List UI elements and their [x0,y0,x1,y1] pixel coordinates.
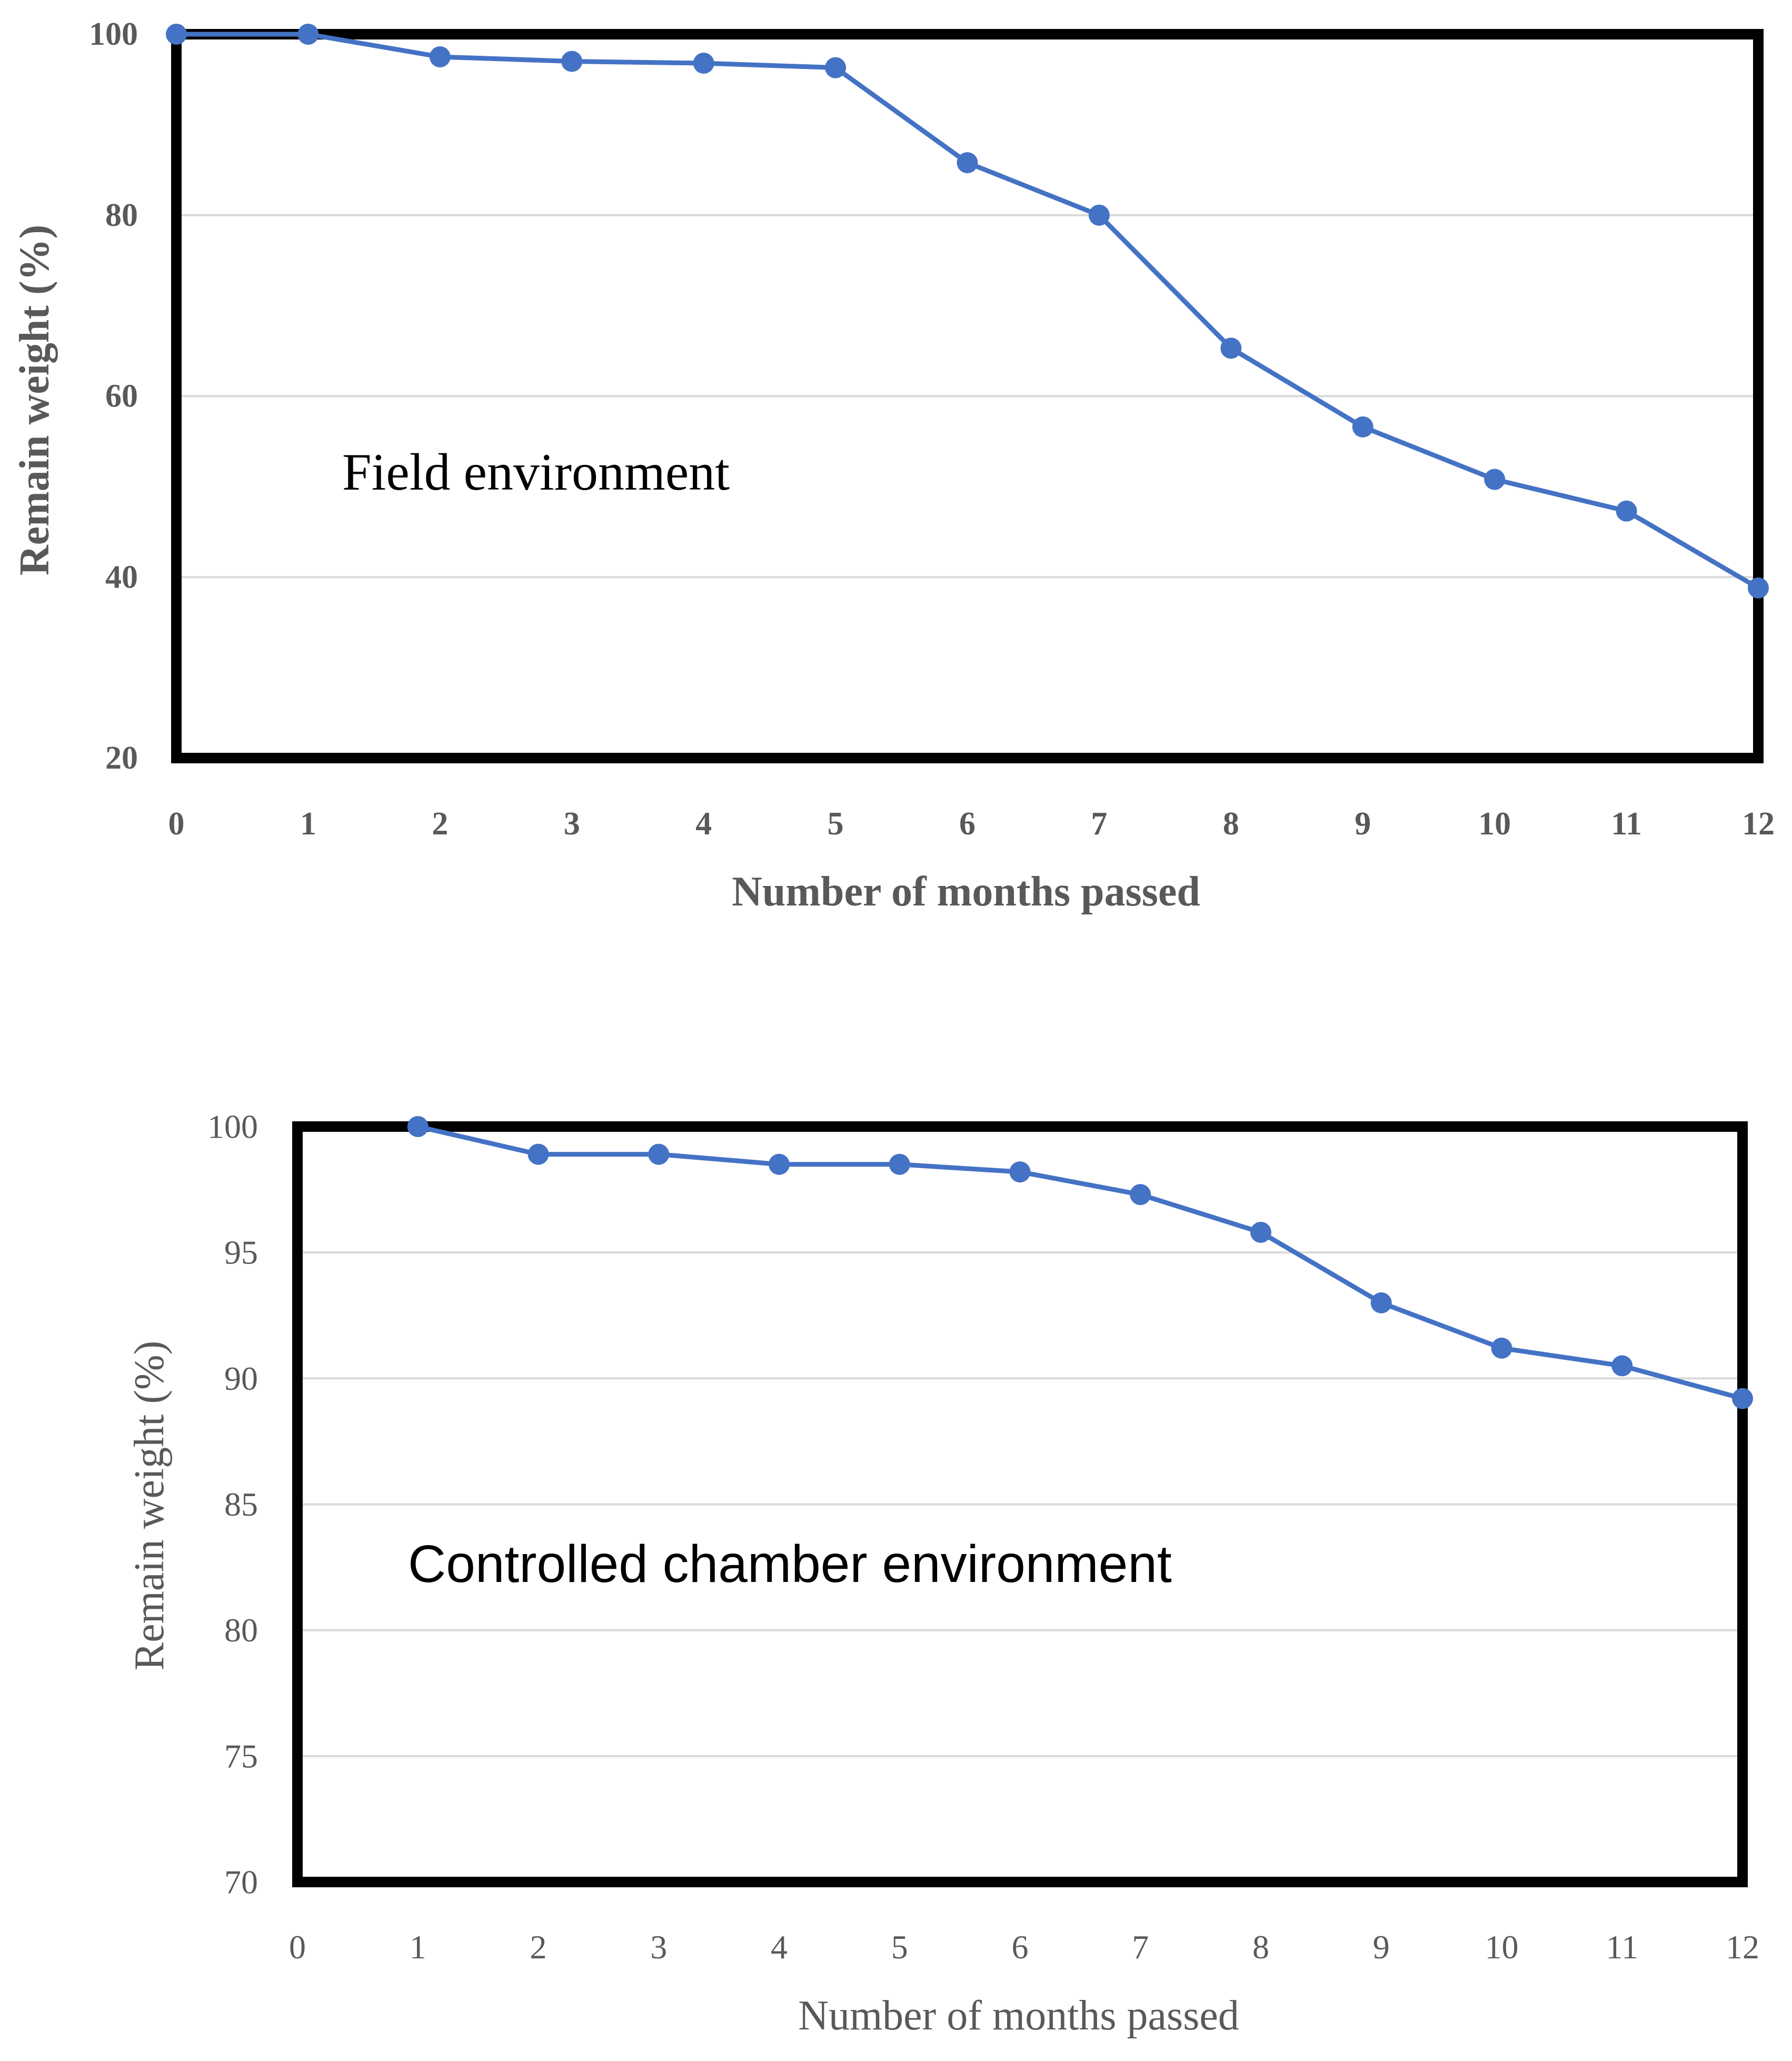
chamber-x-tick-label: 7 [1132,1928,1149,1966]
chamber-y-tick-label: 75 [224,1737,258,1775]
chamber-data-point [1130,1184,1151,1206]
field-y-tick-label: 80 [105,197,138,233]
chamber-data-point [407,1116,429,1137]
field-data-point [957,152,978,174]
chamber-y-tick-label: 85 [224,1486,258,1523]
field-x-tick-label: 11 [1611,806,1642,842]
chamber-x-tick-label: 12 [1726,1928,1759,1966]
field-x-tick-label: 5 [828,806,844,842]
chamber-x-tick-label: 0 [289,1928,306,1966]
field-annotation: Field environment [342,443,730,501]
field-x-tick-label: 12 [1742,806,1775,842]
chamber-x-tick-label: 4 [771,1928,788,1966]
chamber-data-point [1009,1161,1031,1183]
chamber-x-tick-label: 5 [891,1928,908,1966]
field-x-tick-label: 1 [300,806,316,842]
field-x-axis-title: Number of months passed [732,869,1200,915]
chamber-x-tick-label: 11 [1606,1928,1638,1966]
field-data-point [166,24,187,45]
field-x-tick-label: 4 [695,806,712,842]
chamber-x-axis-title: Number of months passed [798,1993,1239,2039]
chamber-y-tick-label: 70 [224,1864,258,1901]
chamber-annotation: Controlled chamber environment [408,1535,1172,1594]
chamber-plot-frame [292,1121,1748,1887]
chamber-data-point [527,1143,549,1165]
field-x-tick-label: 3 [564,806,580,842]
field-y-tick-label: 20 [105,740,138,776]
field-data-point [1088,204,1110,226]
chamber-y-axis-title: Remain weight (%) [126,1341,173,1670]
field-y-tick-label: 40 [105,559,138,595]
chamber-y-tick-label: 95 [224,1234,258,1271]
field-data-point [1616,500,1637,522]
field-x-tick-label: 0 [168,806,185,842]
field-series-line [176,32,1760,590]
field-plot-frame [171,29,1764,763]
chamber-y-tick-label: 100 [207,1108,258,1146]
field-y-tick-label: 60 [105,379,138,414]
field-data-point [825,57,847,78]
field-data-point [561,51,583,72]
field-data-point [1352,416,1373,437]
field-data-point [693,53,714,74]
chamber-series-line [417,1124,1744,1401]
chamber-x-tick-label: 3 [650,1928,667,1966]
chamber-x-tick-label: 8 [1252,1928,1269,1966]
chamber-y-tick-label: 80 [224,1611,258,1649]
chamber-x-tick-label: 9 [1373,1928,1390,1966]
chamber-y-tick-label: 90 [224,1360,258,1397]
field-x-tick-label: 8 [1223,806,1239,842]
field-y-tick-label: 100 [89,16,138,52]
field-y-axis-title: Remain weight (%) [12,225,58,576]
chamber-data-point [889,1153,910,1175]
field-data-point [297,24,319,45]
chamber-x-tick-label: 10 [1485,1928,1519,1966]
field-data-point [1484,469,1506,490]
chamber-data-point [1732,1388,1753,1409]
chamber-data-point [1250,1221,1271,1243]
chamber-x-tick-label: 1 [410,1928,426,1966]
chamber-data-point [648,1143,670,1165]
chamber-data-point [769,1153,790,1175]
field-data-point [1748,577,1769,599]
field-x-tick-label: 9 [1355,806,1371,842]
field-x-tick-label: 6 [959,806,975,842]
field-data-point [429,46,451,67]
chamber-x-tick-label: 2 [530,1928,547,1966]
field-x-tick-label: 10 [1478,806,1511,842]
field-x-tick-label: 2 [432,806,448,842]
field-data-point [1220,337,1242,359]
chamber-data-point [1611,1355,1633,1377]
field-x-tick-label: 7 [1091,806,1107,842]
chamber-data-point [1491,1337,1512,1359]
chamber-data-point [1370,1292,1392,1313]
chamber-x-tick-label: 6 [1012,1928,1029,1966]
